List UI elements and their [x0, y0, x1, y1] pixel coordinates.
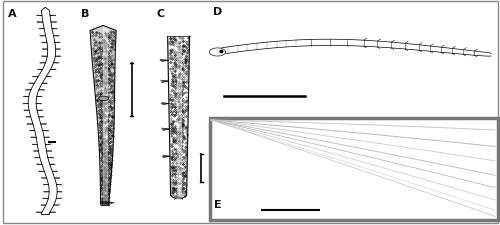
Polygon shape — [102, 26, 106, 205]
Polygon shape — [168, 37, 190, 198]
Polygon shape — [28, 8, 57, 214]
Circle shape — [98, 97, 108, 101]
Polygon shape — [210, 49, 226, 57]
Polygon shape — [174, 198, 182, 199]
Text: B: B — [82, 9, 90, 19]
Text: C: C — [156, 9, 164, 19]
Text: A: A — [8, 9, 16, 19]
Text: D: D — [212, 7, 222, 17]
Polygon shape — [90, 26, 116, 205]
Polygon shape — [215, 40, 491, 57]
Polygon shape — [176, 37, 180, 196]
Bar — [210, 118, 498, 220]
Text: E: E — [214, 199, 222, 209]
